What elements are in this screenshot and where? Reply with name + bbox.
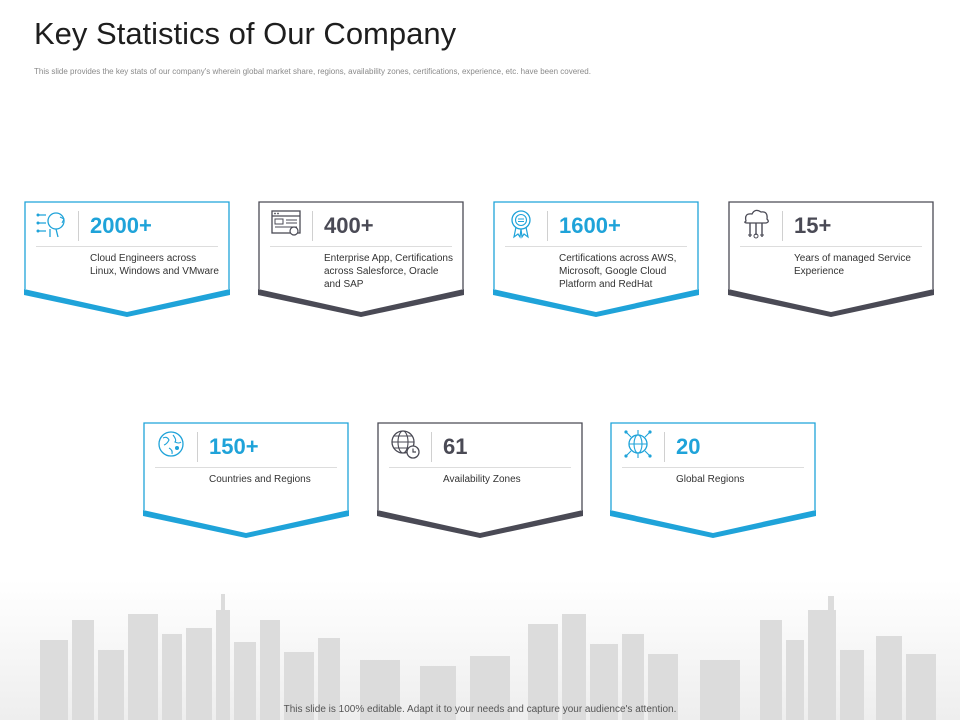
stat-description: Availability Zones [443, 474, 521, 485]
stat-description: Years of managed Service Experience [794, 253, 911, 277]
stat-value: 15+ [794, 213, 832, 238]
stat-description: Countries and Regions [209, 474, 311, 485]
card-divider [389, 467, 571, 468]
browser-window-icon [271, 210, 301, 236]
stat-card: 2000+ Cloud Engineers across Linux, Windo… [24, 201, 230, 317]
stat-value: 1600+ [559, 213, 621, 238]
stat-value: 150+ [209, 434, 259, 459]
stat-value: 2000+ [90, 213, 152, 238]
stat-value: 20 [676, 434, 701, 459]
ai-head-circuit-icon [36, 212, 65, 238]
city-skyline-background [0, 580, 960, 720]
card-frame [610, 422, 816, 538]
card-frame [728, 201, 934, 317]
stat-description: Certifications across AWS, Microsoft, Go… [559, 253, 677, 290]
stat-card: 15+ Years of managed Service Experience [728, 201, 934, 317]
card-frame [258, 201, 464, 317]
stat-card: 61 Availability Zones [377, 422, 583, 538]
cloud-tools-icon [744, 209, 769, 239]
globe-network-icon [624, 430, 652, 458]
card-separator [312, 211, 313, 241]
card-frame [493, 201, 699, 317]
card-separator [782, 211, 783, 241]
page-title: Key Statistics of Our Company [34, 16, 457, 51]
card-separator [431, 432, 432, 462]
card-divider [505, 246, 687, 247]
footer-note: This slide is 100% editable. Adapt it to… [283, 704, 677, 715]
stat-card: 400+ Enterprise App, Certifications acros… [258, 201, 464, 317]
stat-description: Enterprise App, Certifications across Sa… [324, 253, 453, 290]
card-separator [547, 211, 548, 241]
globe-location-icon [158, 431, 184, 457]
card-separator [664, 432, 665, 462]
stat-card: 1600+ Certifications across AWS, Microsof… [493, 201, 699, 317]
stat-card: 20 Global Regions [610, 422, 816, 538]
card-frame [24, 201, 230, 317]
card-divider [155, 467, 337, 468]
card-frame [143, 422, 349, 538]
card-divider [270, 246, 452, 247]
stat-description: Cloud Engineers across Linux, Windows an… [90, 253, 219, 277]
card-separator [78, 211, 79, 241]
card-divider [36, 246, 218, 247]
stat-description: Global Regions [676, 474, 745, 485]
card-separator [197, 432, 198, 462]
card-divider [740, 246, 922, 247]
stat-value: 61 [443, 434, 468, 459]
stat-card: 150+ Countries and Regions [143, 422, 349, 538]
stat-value: 400+ [324, 213, 374, 238]
globe-clock-icon [391, 430, 420, 459]
award-badge-icon [511, 210, 531, 239]
page-subtitle: This slide provides the key stats of our… [34, 67, 591, 76]
card-frame [377, 422, 583, 538]
card-divider [622, 467, 804, 468]
